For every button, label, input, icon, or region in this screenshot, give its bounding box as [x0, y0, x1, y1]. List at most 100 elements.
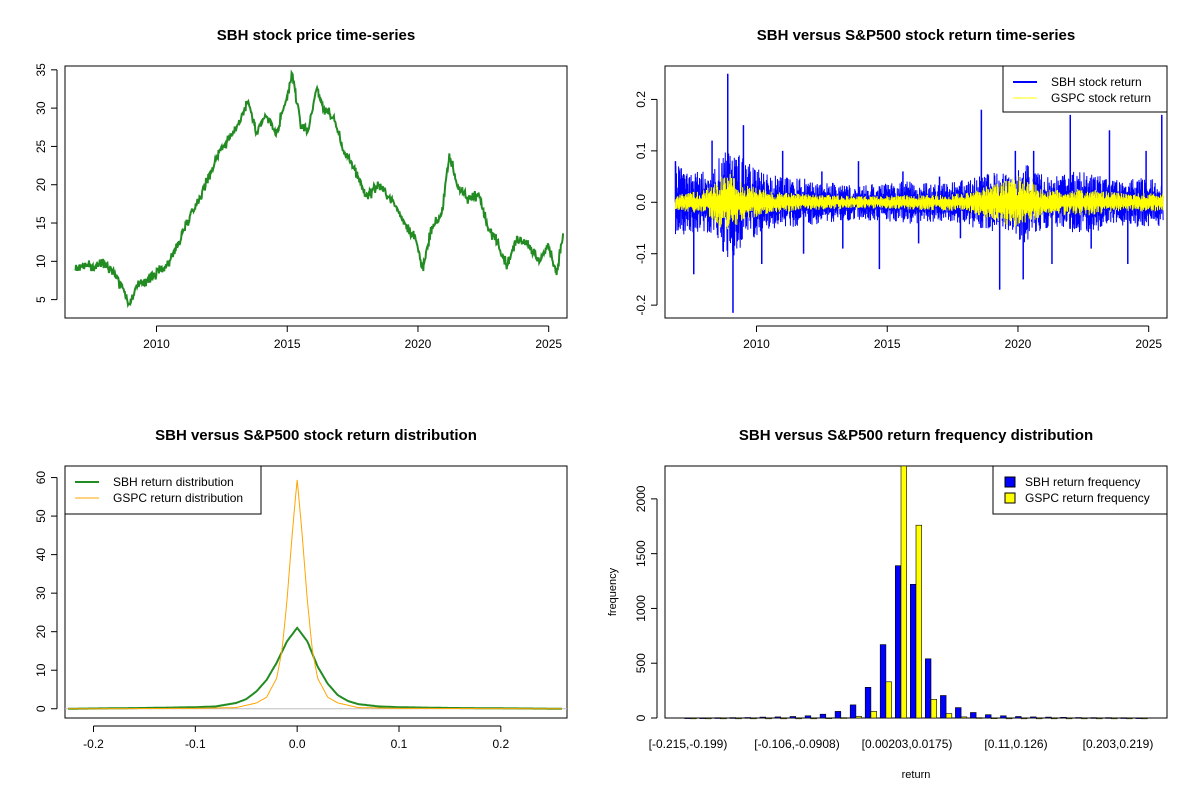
histogram-legend-box — [992, 465, 1168, 515]
density-title: SBH versus S&P500 stock return distribut… — [155, 427, 477, 444]
histogram-y-tick-label: 0 — [634, 714, 648, 721]
histogram-y-tick-label: 1500 — [634, 540, 648, 567]
histogram-sbh-bar — [864, 686, 872, 719]
histogram-y-tick-label: 1000 — [634, 595, 648, 622]
price-title: SBH stock price time-series — [217, 27, 415, 44]
histogram-gspc-bar — [1111, 717, 1118, 720]
density-x-tick-label: 0.1 — [391, 737, 408, 751]
returns-gspc-line — [675, 174, 1164, 230]
histogram-sbh-bar — [744, 717, 751, 719]
price-y-tick-label: 15 — [34, 216, 48, 230]
histogram-sbh-bar — [1105, 717, 1112, 719]
histogram-gspc-bar — [1141, 717, 1148, 720]
histogram-gspc-bar — [765, 717, 772, 720]
histogram-sbh-bar — [1015, 716, 1022, 719]
histogram-xlabel: return — [902, 769, 931, 781]
histogram-legend-swatch — [1004, 476, 1016, 488]
returns-x-tick-label: 2020 — [1005, 337, 1032, 351]
price-y-tick-label: 10 — [34, 254, 48, 268]
histogram-gspc-bar — [945, 713, 953, 719]
histogram-gspc-bar — [1036, 717, 1043, 720]
price-series-line — [74, 69, 565, 309]
returns-title: SBH versus S&P500 stock return time-seri… — [757, 27, 1075, 44]
price-x-tick-label: 2015 — [274, 337, 301, 351]
histogram-sbh-bar — [1135, 717, 1142, 719]
histogram-sbh-bar — [849, 704, 857, 719]
histogram-gspc-bar — [990, 717, 998, 720]
histogram-gspc-bar — [1005, 717, 1013, 720]
histogram-gspc-bar — [915, 524, 922, 719]
density-plot-box — [64, 465, 568, 719]
price-y-tick-label: 30 — [34, 101, 48, 115]
histogram-gspc-bar — [870, 711, 877, 719]
histogram-x-tick-label: [0.00203,0.0175) — [862, 737, 953, 751]
histogram-gspc-bar — [690, 717, 697, 720]
price-x-tick-label: 2025 — [535, 337, 562, 351]
returns-x-tick-label: 2010 — [743, 337, 770, 351]
price-x-tick-label: 2010 — [143, 337, 170, 351]
histogram-x-tick-label: [0.11,0.126) — [984, 737, 1047, 751]
histogram-gspc-bar — [705, 717, 712, 720]
density-legend-label: GSPC return distribution — [113, 491, 243, 505]
histogram-gspc-bar — [960, 716, 968, 719]
returns-y-tick-label: 0.0 — [634, 194, 648, 211]
histogram-sbh-bar — [789, 716, 796, 719]
histogram-sbh-bar — [924, 658, 932, 719]
histogram-legend-label: GSPC return frequency — [1025, 491, 1150, 505]
price-y-tick-label: 5 — [34, 296, 48, 303]
histogram-sbh-bar — [1090, 717, 1097, 719]
histogram-title: SBH versus S&P500 return frequency distr… — [739, 427, 1093, 444]
returns-x-tick-label: 2025 — [1135, 337, 1162, 351]
histogram-sbh-bar — [955, 707, 962, 719]
histogram-legend-label: SBH return frequency — [1025, 475, 1140, 489]
histogram-sbh-bar — [684, 717, 691, 719]
histogram-sbh-bar — [879, 644, 887, 719]
histogram-gspc-bar — [825, 717, 832, 720]
histogram-gspc-bar — [720, 717, 727, 720]
density-y-tick-label: 60 — [34, 471, 48, 485]
histogram-gspc-bar — [840, 717, 847, 719]
density-x-tick-label: -0.1 — [185, 737, 206, 751]
price-x-tick-label: 2020 — [405, 337, 432, 351]
histogram-gspc-bar — [1066, 717, 1073, 720]
returns-y-tick-label: -0.1 — [634, 243, 648, 264]
histogram-gspc-bar — [750, 717, 757, 720]
histogram-legend-swatch — [1004, 492, 1016, 504]
density-legend-label: SBH return distribution — [113, 475, 234, 489]
histogram-x-tick-label: [-0.215,-0.199) — [649, 737, 728, 751]
returns-legend-box — [1002, 65, 1168, 113]
histogram-gspc-bar — [795, 717, 802, 720]
histogram-sbh-bar — [1120, 717, 1127, 719]
histogram-sbh-bar — [1045, 716, 1052, 719]
price-y-tick-label: 35 — [34, 63, 48, 77]
returns-legend-label: GSPC stock return — [1051, 91, 1151, 105]
histogram-sbh-bar — [1000, 715, 1007, 719]
density-y-tick-label: 0 — [34, 705, 48, 712]
histogram-sbh-bar — [714, 717, 721, 719]
histogram-gspc-bar — [885, 681, 892, 719]
histogram-gspc-bar — [1051, 717, 1058, 720]
histogram-sbh-bar — [985, 714, 992, 719]
returns-y-tick-label: 0.1 — [634, 142, 648, 159]
density-gspc-line — [68, 479, 562, 710]
histogram-gspc-bar — [1081, 717, 1088, 720]
density-y-tick-label: 30 — [34, 586, 48, 600]
returns-plot-box — [664, 65, 1168, 319]
histogram-sbh-bar — [699, 717, 706, 719]
histogram-sbh-bar — [804, 715, 812, 719]
price-plot-box — [64, 65, 568, 319]
histogram-gspc-bar — [930, 699, 937, 719]
histogram-sbh-bar — [940, 695, 947, 719]
returns-legend-label: SBH stock return — [1051, 75, 1142, 89]
density-y-tick-label: 10 — [34, 663, 48, 677]
histogram-sbh-bar — [819, 713, 827, 719]
histogram-sbh-bar — [774, 716, 781, 719]
density-x-tick-label: 0.2 — [492, 737, 509, 751]
histogram-gspc-bar — [1126, 717, 1133, 720]
histogram-sbh-bar — [1030, 716, 1037, 719]
histogram-gspc-bar — [975, 717, 983, 719]
histogram-sbh-bar — [1060, 716, 1067, 719]
histogram-gspc-bar — [1096, 717, 1103, 720]
histogram-sbh-bar — [834, 711, 842, 719]
